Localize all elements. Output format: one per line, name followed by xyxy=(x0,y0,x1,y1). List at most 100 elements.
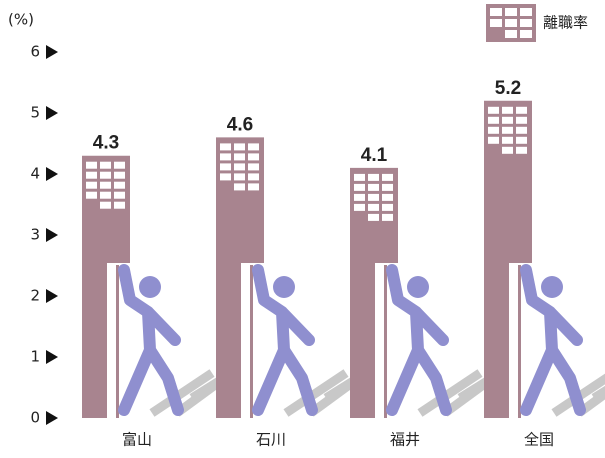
legend: 離職率 xyxy=(486,4,588,42)
window xyxy=(516,136,527,144)
y-tick-label: 4 xyxy=(30,165,40,183)
y-tick-label: 0 xyxy=(30,409,40,427)
y-tick-label: 1 xyxy=(30,348,40,366)
window xyxy=(368,183,379,191)
x-tick-label: 石川 xyxy=(256,431,286,449)
window xyxy=(516,106,527,114)
y-tick-arrow xyxy=(46,167,58,181)
window xyxy=(100,181,111,189)
window xyxy=(100,161,111,169)
window xyxy=(354,203,365,211)
window xyxy=(114,161,125,169)
y-tick-arrow xyxy=(46,350,58,364)
value-label: 4.3 xyxy=(93,133,119,154)
window xyxy=(354,173,365,181)
windows xyxy=(86,161,125,209)
window xyxy=(382,173,393,181)
window xyxy=(502,126,513,134)
y-tick-label: 6 xyxy=(30,43,40,61)
value-label: 5.2 xyxy=(495,78,521,99)
window xyxy=(248,183,259,191)
window xyxy=(354,183,365,191)
y-tick-arrow xyxy=(46,45,58,59)
y-tick-arrow xyxy=(46,228,58,242)
y-tick-arrow xyxy=(46,411,58,425)
window xyxy=(248,173,259,181)
figure-head xyxy=(541,276,563,298)
window xyxy=(516,116,527,124)
window xyxy=(368,213,379,221)
x-tick-label: 富山 xyxy=(122,431,152,449)
figure-head xyxy=(273,276,295,298)
window xyxy=(382,193,393,201)
bar xyxy=(216,137,264,418)
windows xyxy=(488,106,527,154)
window xyxy=(516,146,527,154)
windows xyxy=(354,173,393,221)
window xyxy=(234,163,245,171)
shadow xyxy=(551,373,605,417)
window xyxy=(86,161,97,169)
window xyxy=(234,173,245,181)
window xyxy=(100,171,111,179)
value-label: 4.1 xyxy=(361,145,388,166)
figure-body xyxy=(118,264,184,416)
bar xyxy=(82,155,130,418)
x-tick-label: 全国 xyxy=(524,431,554,449)
bar-edge xyxy=(116,265,119,418)
window xyxy=(382,203,393,211)
window xyxy=(100,191,111,199)
bar-edge xyxy=(384,265,387,418)
figure-body xyxy=(520,264,586,416)
window xyxy=(488,136,499,144)
windows xyxy=(220,143,259,191)
bar-edge xyxy=(518,265,521,418)
window xyxy=(488,116,499,124)
x-tick-label: 福井 xyxy=(390,431,420,449)
window xyxy=(86,191,97,199)
window xyxy=(488,126,499,134)
figure-head xyxy=(139,276,161,298)
figure-body xyxy=(386,264,452,416)
window xyxy=(368,203,379,211)
window xyxy=(114,191,125,199)
window xyxy=(248,153,259,161)
bar xyxy=(484,100,532,419)
window xyxy=(100,201,111,209)
window xyxy=(502,136,513,144)
legend-label: 離職率 xyxy=(543,14,588,32)
window xyxy=(234,153,245,161)
y-tick-arrow xyxy=(46,106,58,120)
y-tick-label: 5 xyxy=(30,104,40,122)
window xyxy=(502,116,513,124)
figure-head xyxy=(407,276,429,298)
window xyxy=(354,193,365,201)
y-axis-label: (%) xyxy=(8,11,34,29)
y-tick-arrow xyxy=(46,289,58,303)
window xyxy=(248,163,259,171)
window xyxy=(220,143,231,151)
window xyxy=(86,181,97,189)
window xyxy=(234,183,245,191)
window xyxy=(114,171,125,179)
window xyxy=(502,106,513,114)
y-tick-label: 2 xyxy=(30,287,40,305)
bar xyxy=(350,167,398,418)
window xyxy=(220,153,231,161)
window xyxy=(114,201,125,209)
window xyxy=(86,171,97,179)
window xyxy=(382,213,393,221)
window xyxy=(382,183,393,191)
window xyxy=(502,146,513,154)
window xyxy=(114,181,125,189)
window xyxy=(248,143,259,151)
figure-body xyxy=(252,264,318,416)
window xyxy=(234,143,245,151)
window xyxy=(368,173,379,181)
value-label: 4.6 xyxy=(227,114,253,135)
window xyxy=(368,193,379,201)
bar-edge xyxy=(250,265,253,418)
window xyxy=(516,126,527,134)
legend-windows xyxy=(490,8,532,38)
